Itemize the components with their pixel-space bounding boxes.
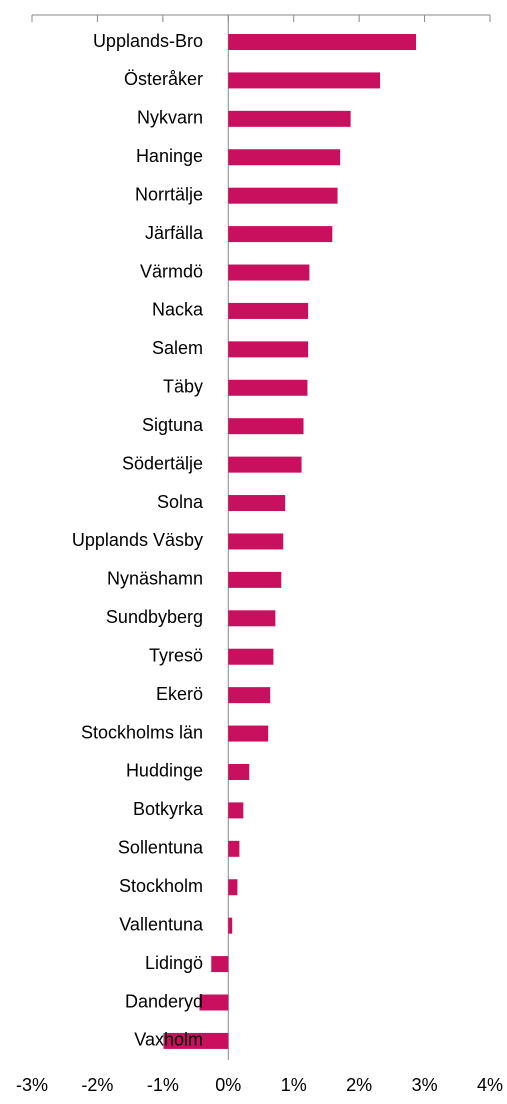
bar — [228, 110, 351, 127]
y-tick-label: Solna — [157, 492, 204, 512]
y-tick-label: Stockholm — [119, 876, 203, 896]
y-tick-label: Värmdö — [140, 261, 203, 281]
x-tick-label: 2% — [346, 1075, 372, 1095]
y-tick-label: Nykvarn — [137, 108, 203, 128]
bar — [228, 495, 286, 512]
bar — [228, 571, 282, 588]
bar — [228, 763, 250, 780]
y-tick-label: Vallentuna — [119, 914, 204, 934]
x-tick-label: -2% — [81, 1075, 113, 1095]
y-tick-label: Österåker — [124, 69, 203, 89]
x-tick-label: -1% — [147, 1075, 179, 1095]
bar — [228, 187, 338, 204]
bar — [228, 725, 269, 742]
y-tick-label: Tyresö — [149, 645, 203, 665]
y-tick-label: Järfälla — [145, 223, 204, 243]
bar — [228, 226, 333, 243]
bar — [228, 341, 309, 358]
y-tick-label: Sundbyberg — [106, 607, 203, 627]
x-tick-label: 4% — [477, 1075, 503, 1095]
y-tick-label: Salem — [152, 338, 203, 358]
y-tick-label: Upplands-Bro — [93, 31, 203, 51]
bar — [163, 1032, 229, 1049]
y-tick-label: Vaxholm — [134, 1030, 203, 1050]
y-tick-label: Nynäshamn — [107, 569, 203, 589]
y-tick-label: Stockholms län — [81, 722, 203, 742]
x-tick-label: 3% — [412, 1075, 438, 1095]
bar — [228, 687, 271, 704]
bar — [228, 879, 238, 896]
y-tick-label: Botkyrka — [133, 799, 204, 819]
x-tick-label: 0% — [215, 1075, 241, 1095]
y-tick-label: Ekerö — [156, 684, 203, 704]
y-tick-label: Nacka — [152, 300, 204, 320]
y-tick-label: Sollentuna — [118, 838, 204, 858]
bar — [228, 648, 274, 665]
bar — [228, 149, 341, 166]
bar — [228, 456, 302, 473]
y-tick-label: Sigtuna — [142, 415, 204, 435]
y-tick-label: Lidingö — [145, 953, 203, 973]
y-tick-label: Upplands Väsby — [72, 530, 203, 550]
bar — [228, 418, 304, 435]
bar — [228, 264, 310, 281]
y-tick-label: Täby — [163, 377, 203, 397]
y-tick-label: Danderyd — [125, 991, 203, 1011]
bar — [228, 379, 308, 396]
bar — [228, 72, 381, 89]
bar — [228, 802, 244, 819]
bar — [228, 917, 233, 934]
y-tick-label: Södertälje — [122, 453, 203, 473]
bar — [228, 533, 284, 550]
y-tick-label: Huddinge — [126, 761, 203, 781]
bar — [228, 34, 417, 50]
bar — [211, 956, 229, 973]
bar — [228, 840, 240, 857]
x-tick-label: -3% — [16, 1075, 48, 1095]
bar — [228, 302, 309, 319]
y-tick-label: Norrtälje — [135, 184, 203, 204]
bar — [199, 994, 229, 1011]
y-tick-label: Haninge — [136, 146, 203, 166]
x-tick-label: 1% — [281, 1075, 307, 1095]
bar — [228, 610, 276, 627]
